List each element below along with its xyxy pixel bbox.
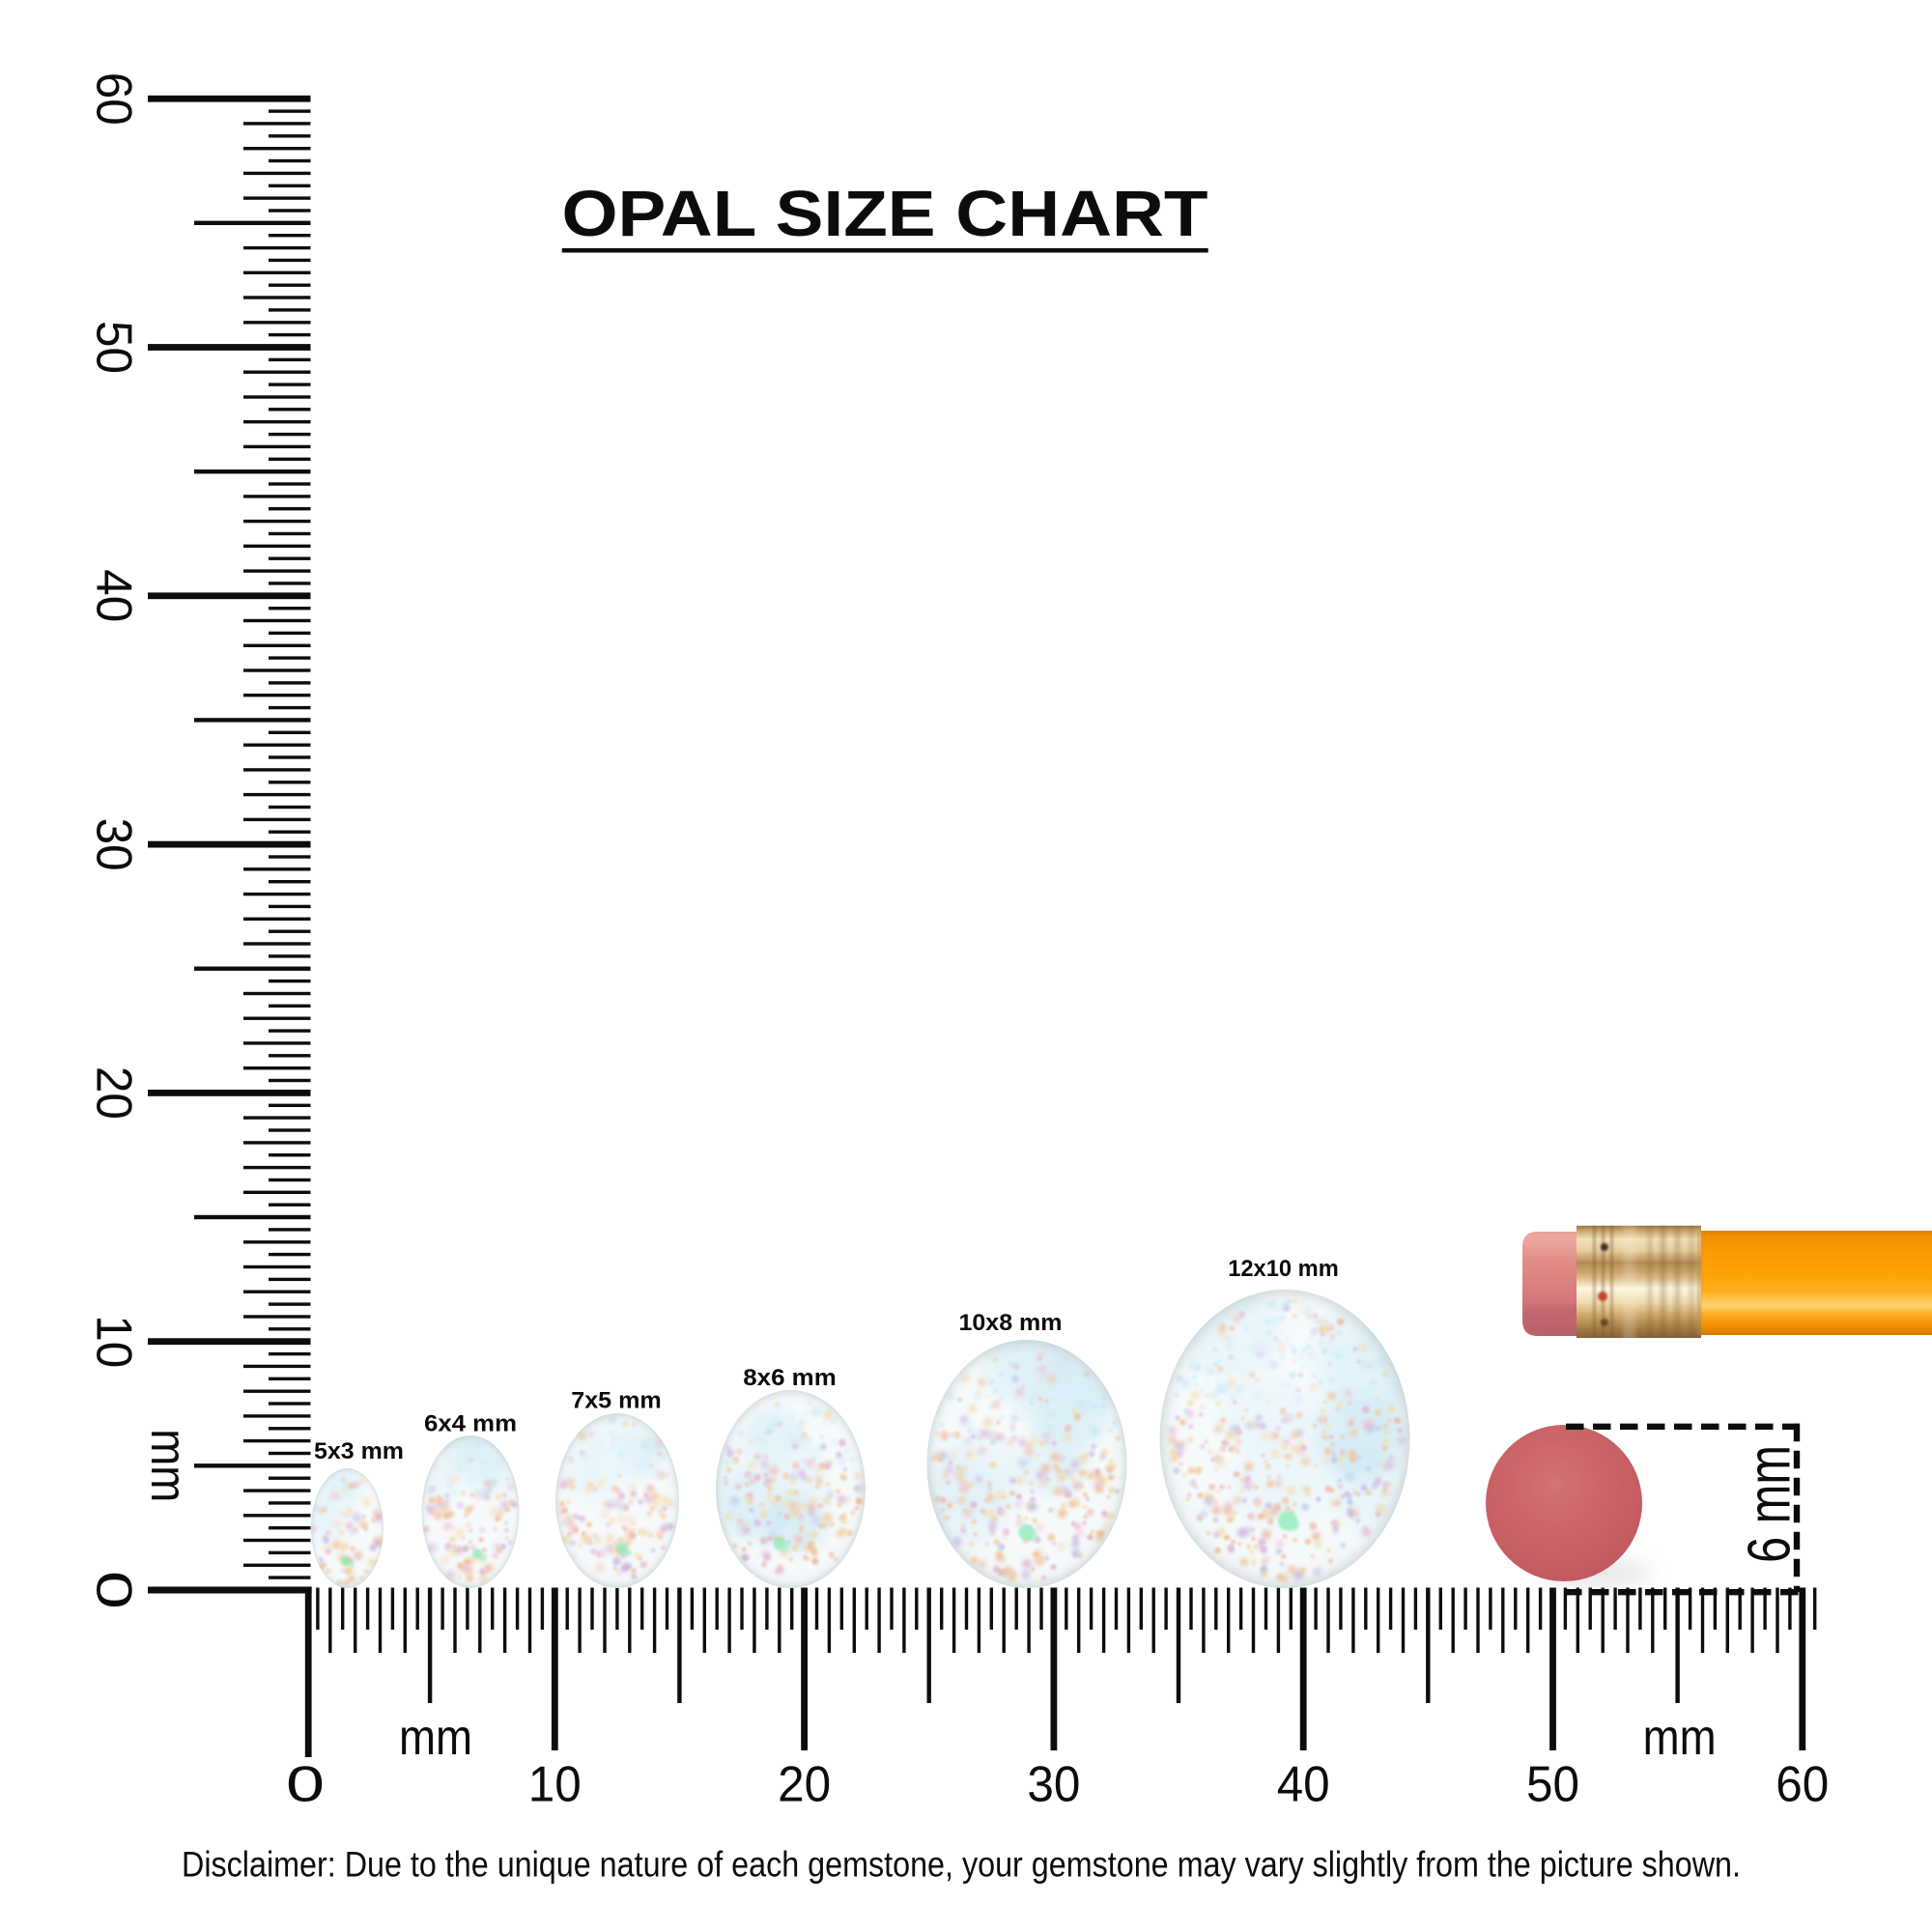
svg-text:0: 0 xyxy=(86,1571,142,1609)
svg-text:0: 0 xyxy=(286,1757,325,1813)
svg-text:7x5 mm: 7x5 mm xyxy=(571,1387,662,1413)
svg-text:mm: mm xyxy=(1643,1710,1717,1766)
svg-text:5x3 mm: 5x3 mm xyxy=(314,1438,404,1464)
svg-text:10: 10 xyxy=(528,1757,582,1813)
svg-text:50: 50 xyxy=(86,321,142,374)
svg-text:mm: mm xyxy=(140,1429,196,1502)
svg-text:20: 20 xyxy=(778,1757,831,1813)
svg-text:6 mm: 6 mm xyxy=(1737,1445,1804,1563)
svg-text:30: 30 xyxy=(1027,1757,1080,1813)
svg-text:mm: mm xyxy=(399,1710,472,1766)
svg-text:Disclaimer: Due to the unique: Disclaimer: Due to the unique nature of … xyxy=(182,1845,1741,1885)
svg-text:10: 10 xyxy=(86,1315,142,1368)
svg-text:10x8 mm: 10x8 mm xyxy=(959,1310,1063,1336)
svg-text:8x6 mm: 8x6 mm xyxy=(743,1365,837,1391)
svg-text:40: 40 xyxy=(1277,1757,1330,1813)
svg-text:50: 50 xyxy=(1526,1757,1579,1813)
svg-text:40: 40 xyxy=(86,569,142,622)
svg-text:30: 30 xyxy=(86,818,142,871)
svg-text:60: 60 xyxy=(1776,1757,1829,1813)
svg-text:6x4 mm: 6x4 mm xyxy=(424,1410,517,1436)
svg-text:20: 20 xyxy=(86,1066,142,1120)
svg-text:12x10 mm: 12x10 mm xyxy=(1228,1256,1339,1282)
svg-text:OPAL SIZE CHART: OPAL SIZE CHART xyxy=(562,179,1208,250)
svg-text:60: 60 xyxy=(86,72,142,126)
